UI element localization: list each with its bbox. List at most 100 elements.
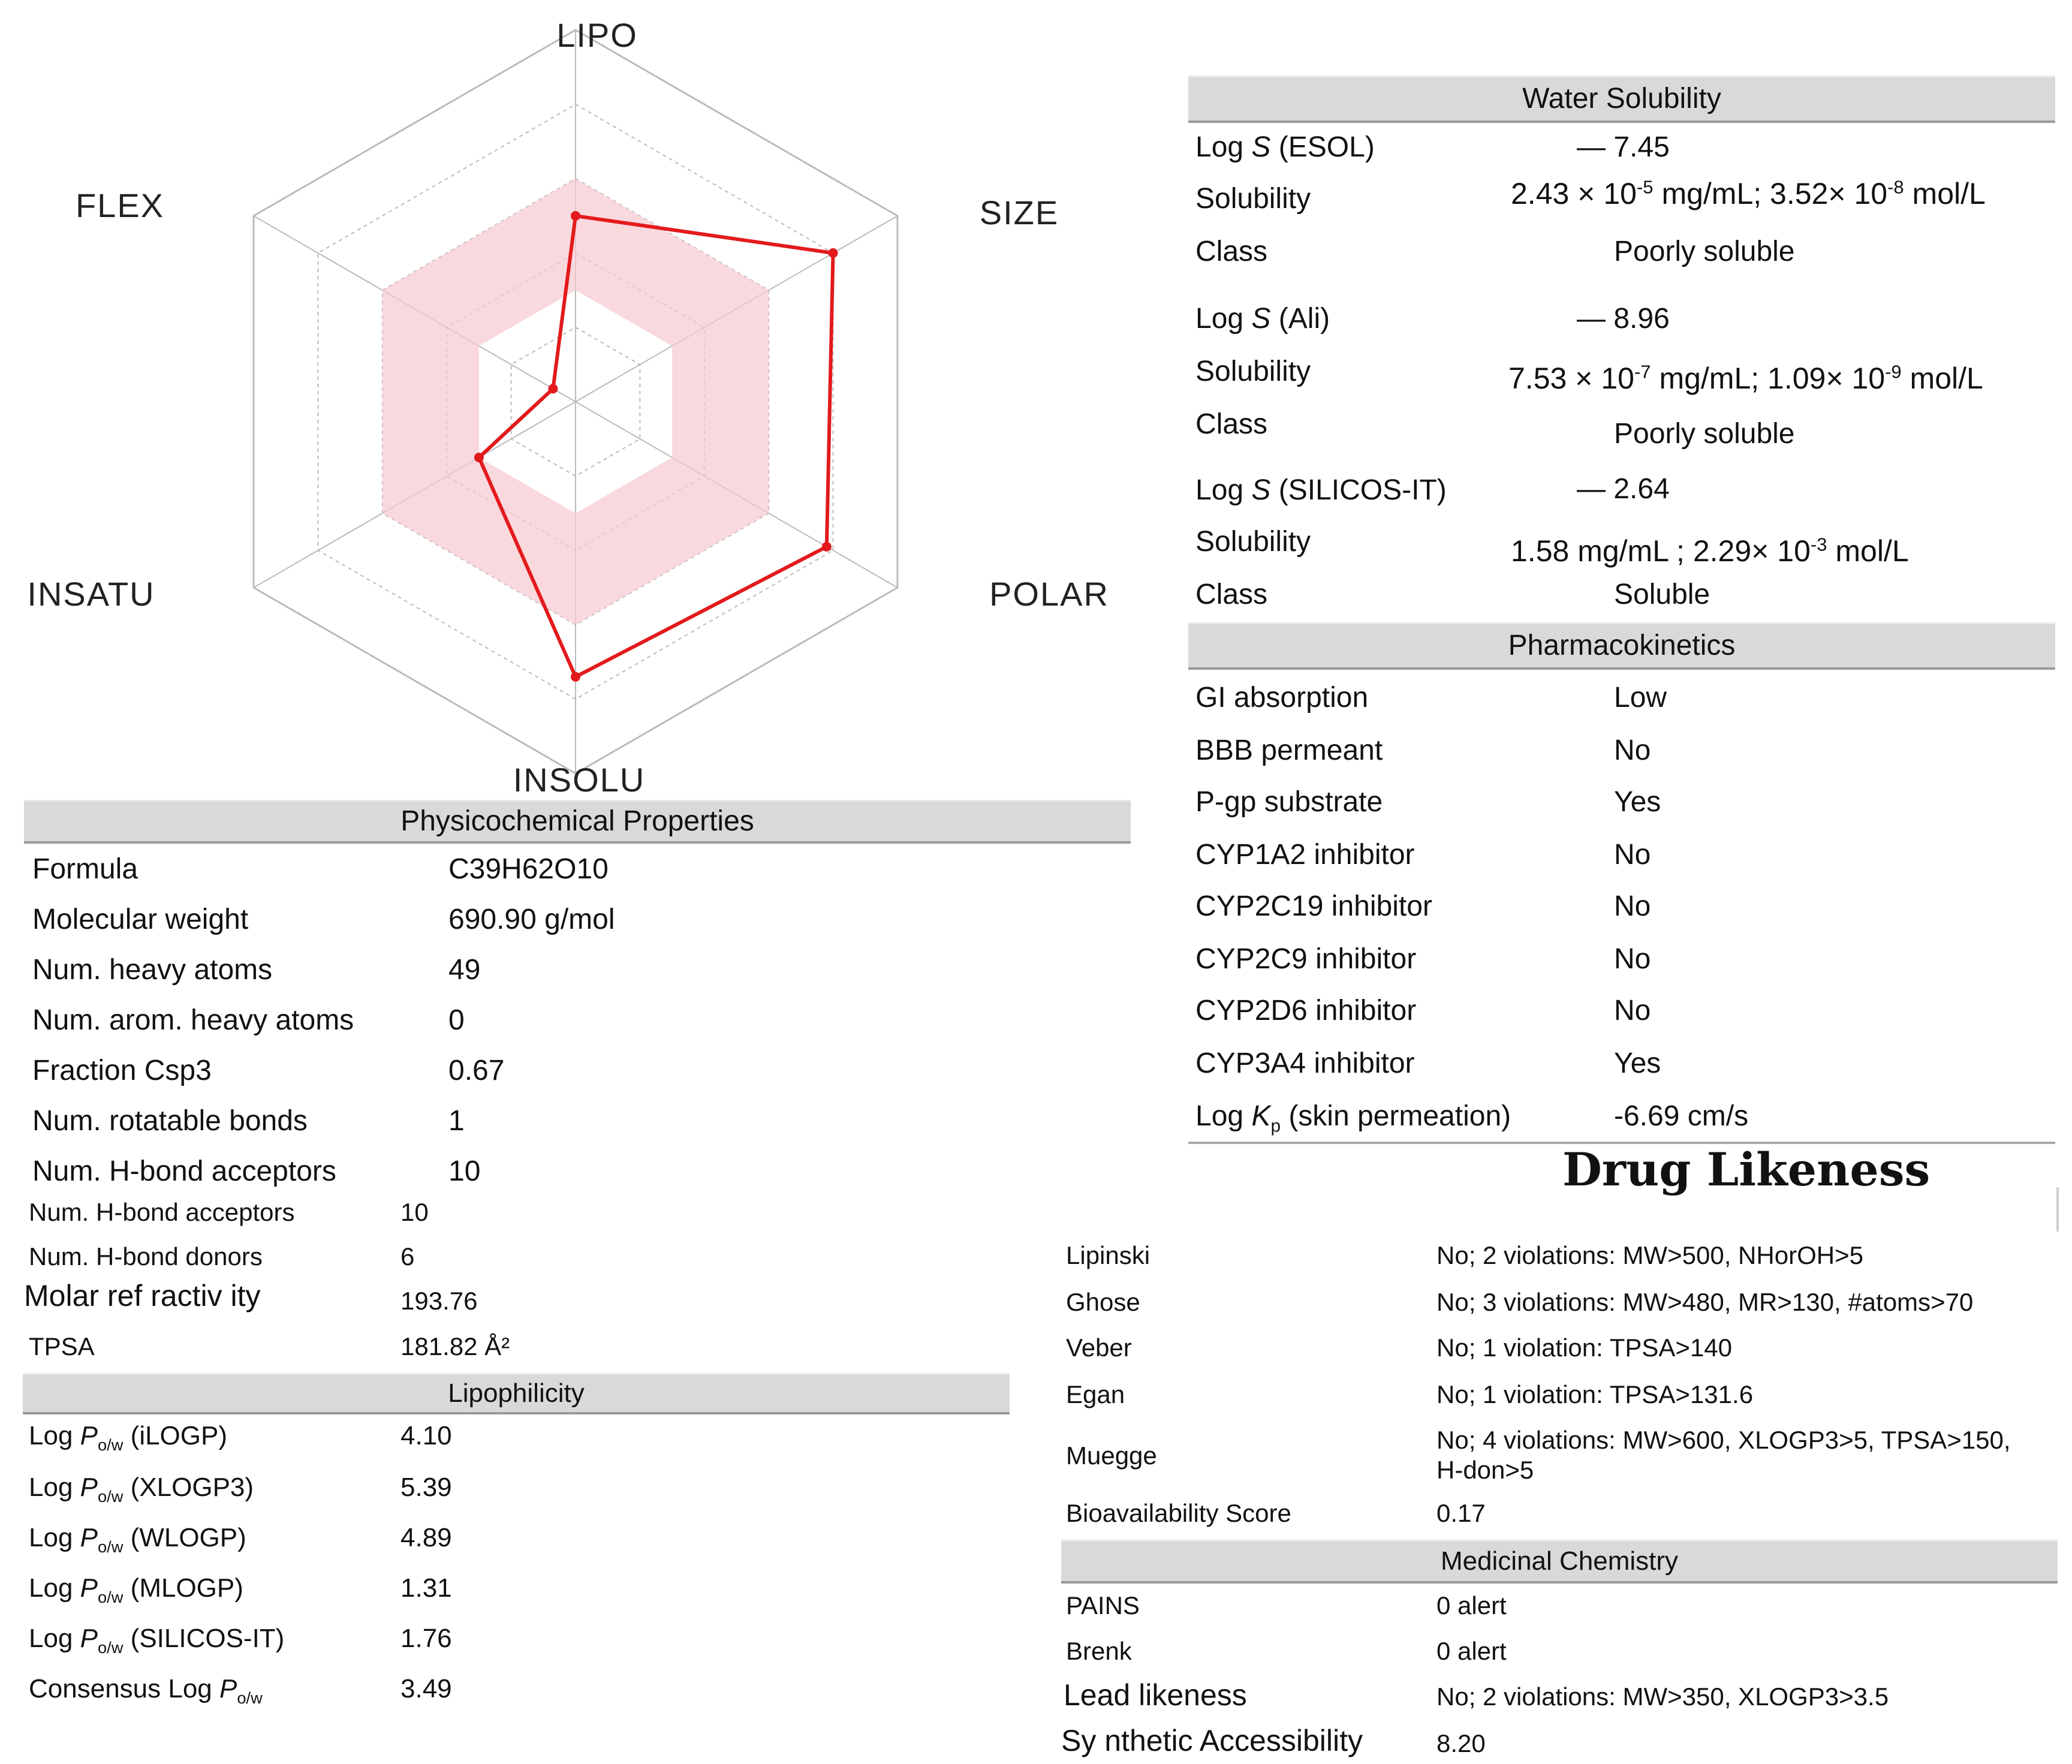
class-label: Class [1195,236,1268,267]
water-solubility-header: Water Solubility [1188,76,2055,123]
pk-value: Yes [1614,786,1661,818]
physchem-table-small: Num. H-bond acceptors 10 Num. H-bond don… [0,1198,1019,1372]
pk-value: Yes [1614,1047,1661,1079]
axis-label-flex: FLEX [76,186,164,224]
medchem-label: Lead likeness [1064,1678,1247,1712]
drug-label: Muegge [1066,1441,1157,1470]
lipo-value: 1.76 [400,1624,452,1653]
logs-value: — 7.45 [1577,131,1670,163]
pk-label: GI absorption [1195,682,1369,714]
physchem-label: Fraction Csp3 [32,1055,212,1086]
axis-label-insatu: INSATU [27,575,155,613]
physchem-label: Num. heavy atoms [32,954,273,986]
water-solubility-table: Log S (ESOL) — 7.45 Solubility 2.43 × 10… [1175,124,2072,621]
radar-point-insolu [571,672,580,682]
medicinal-chemistry-table: PAINS 0 alert Brenk 0 alert Lead likenes… [1055,1589,2072,1764]
lipo-label: Log Po/w (XLOGP3) [29,1473,254,1506]
pk-bottom-rule [1188,1142,2055,1144]
lipo-value: 5.39 [400,1473,452,1502]
radar-point-size [828,248,838,258]
lipophilicity-header: Lipophilicity [23,1373,1010,1414]
medchem-value: 0 alert [1436,1591,1507,1619]
pharmacokinetics-header: Pharmacokinetics [1188,622,2055,670]
pk-value: Low [1614,682,1667,714]
logs-label: Log S (ESOL) [1195,131,1375,163]
medchem-value: 0 alert [1436,1637,1507,1665]
pk-label: BBB permeant [1195,735,1383,766]
medicinal-chemistry-header: Medicinal Chemistry [1061,1540,2058,1584]
physchem-label: Num. H-bond acceptors [29,1198,295,1226]
drug-likeness-table: Lipinski No; 2 violations: MW>500, NHorO… [1055,1239,2072,1539]
lipo-value: 4.10 [400,1421,452,1450]
physchem-value: 49 [448,954,481,986]
radar-point-insatu [474,453,484,462]
physchem-label: Num. rotatable bonds [32,1105,308,1137]
lipo-label: Log Po/w (MLOGP) [29,1573,243,1606]
solubility-value: 1.58 mg/mL ; 2.29× 10-3 mol/L [1511,534,1909,568]
pk-label: Log Kp (skin permeation) [1195,1100,1511,1136]
lipo-label: Log Po/w (iLOGP) [29,1421,228,1454]
physchem-label: Molar ref ractiv ity [24,1279,261,1313]
pk-label: CYP2C19 inhibitor [1195,890,1432,922]
physchem-label: Formula [32,853,138,885]
physchem-value: 1 [448,1105,465,1137]
physchem-value: 0.67 [448,1055,505,1086]
pharmacokinetics-table: GI absorption Low BBB permeant No P-gp s… [1175,675,2072,1143]
physchem-value: 690.90 g/mol [448,904,615,935]
pk-value: No [1614,735,1651,766]
radar-data [474,211,838,682]
lipo-value: 3.49 [400,1674,452,1703]
physchem-label: Num. H-bond donors [29,1242,263,1271]
lipo-label: Consensus Log Po/w [29,1674,263,1707]
medchem-label: Sy nthetic Accessibility [1061,1724,1363,1757]
pk-value: No [1614,839,1651,871]
pk-value: No [1614,995,1651,1027]
physchem-value: 0 [448,1004,465,1036]
pk-label: CYP1A2 inhibitor [1195,839,1415,871]
drug-value-cont: H-don>5 [1436,1456,1534,1484]
medchem-label: PAINS [1066,1591,1140,1619]
drug-label: Egan [1066,1380,1125,1408]
physchem-label: Num. H-bond acceptors [32,1155,336,1187]
physchem-label: TPSA [29,1332,95,1360]
pk-label: CYP2C9 inhibitor [1195,943,1417,975]
lipo-label: Log Po/w (WLOGP) [29,1523,246,1556]
drug-value: No; 3 violations: MW>480, MR>130, #atoms… [1436,1288,1974,1316]
radar-point-lipo [571,211,580,221]
axis-label-polar: POLAR [989,575,1109,613]
drug-value: No; 2 violations: MW>500, NHorOH>5 [1436,1241,1863,1269]
pk-label: CYP3A4 inhibitor [1195,1047,1415,1079]
pk-label: P-gp substrate [1195,786,1383,818]
drug-likeness-title: Drug Likeness [1562,1143,1931,1196]
bioavailability-radar: LIPO SIZE POLAR INSOLU INSATU FLEX [27,16,1109,799]
solubility-label: Solubility [1195,356,1311,387]
physchem-label: Num. arom. heavy atoms [32,1004,354,1036]
drug-label: Veber [1066,1333,1132,1362]
class-label: Class [1195,408,1268,440]
radar-point-flex [548,384,558,394]
class-value: Poorly soluble [1614,236,1795,267]
drug-value: No; 1 violation: TPSA>131.6 [1436,1380,1754,1408]
physchem-value: 10 [448,1155,481,1187]
lipo-value: 4.89 [400,1523,452,1552]
class-label: Class [1195,579,1268,610]
axis-label-size: SIZE [980,194,1059,231]
medchem-value: 8.20 [1436,1729,1486,1757]
physchem-value: C39H62O10 [448,853,609,885]
medchem-value: No; 2 violations: MW>350, XLOGP3>3.5 [1436,1682,1889,1711]
drug-label: Lipinski [1066,1241,1151,1269]
logs-value: — 2.64 [1577,473,1670,505]
axis-label-lipo: LIPO [556,16,638,54]
solubility-label: Solubility [1195,526,1311,558]
drug-label: Ghose [1066,1288,1140,1316]
physchem-value: 181.82 Å² [400,1332,510,1360]
physchem-header: Physicochemical Properties [24,800,1131,844]
drug-value: 0.17 [1436,1499,1486,1527]
solubility-label: Solubility [1195,183,1311,215]
lipo-value: 1.31 [400,1573,452,1603]
logs-label: Log S (Ali) [1195,303,1330,335]
medchem-label: Brenk [1066,1637,1132,1665]
class-value: Soluble [1614,579,1710,610]
logs-value: — 8.96 [1577,303,1670,335]
physchem-label: Molecular weight [32,904,249,935]
